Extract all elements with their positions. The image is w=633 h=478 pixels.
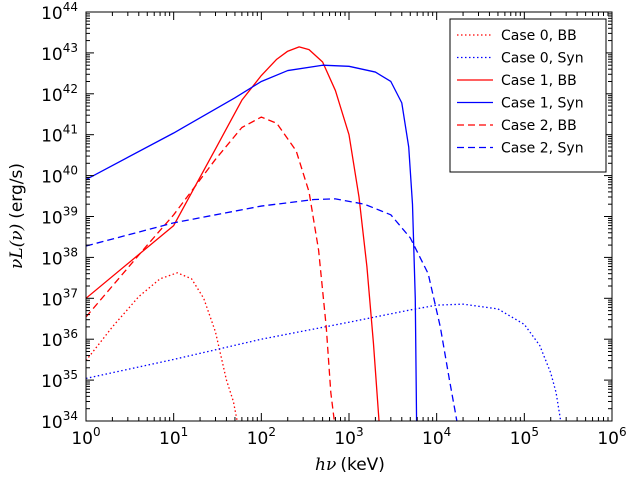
y-tick-label: 1042 [41,82,78,106]
legend-label: Case 2, Syn [501,141,584,157]
x-tick-label: 100 [71,425,100,449]
legend-label: Case 0, BB [501,28,577,44]
y-tick-label: 1036 [41,327,78,351]
y-tick-label: 1035 [41,368,78,392]
x-tick-label: 101 [159,425,188,449]
y-tick-label: 1039 [41,205,78,229]
series-layer [86,46,562,421]
y-tick-label: 1041 [41,123,78,147]
x-tick-label: 104 [422,425,451,449]
y-tick-label: 1044 [41,0,78,24]
series-line-2 [86,46,380,421]
series-line-3 [86,64,418,421]
y-tick-label: 1038 [41,245,78,269]
x-tick-label: 106 [597,425,626,449]
y-tick-label: 1043 [41,41,78,65]
series-line-0 [86,272,238,421]
x-axis-label: hν (keV) [315,455,385,475]
legend-box [449,18,607,173]
series-line-1 [86,303,562,421]
y-tick-label: 1034 [41,409,78,433]
y-tick-labels: 1034 1035 1036 1037 1038 1039 1040 1041 1042 1043… [41,0,78,433]
x-tick-label: 105 [510,425,539,449]
legend-label: Case 1, Syn [501,96,584,112]
axis-ticks [85,11,613,422]
x-tick-label: 102 [247,425,276,449]
legend: Case 0, BB Case 0, Syn Case 1, BB Case 1, S… [449,18,607,173]
y-tick-label: 1040 [41,164,78,188]
series-line-5 [86,198,458,421]
y-tick-label: 1037 [41,286,78,310]
legend-label: Case 1, BB [501,73,577,89]
legend-label: Case 0, Syn [501,51,584,67]
x-tick-label: 103 [334,425,363,449]
y-axis-label: νL(ν)(erg/s) [7,163,27,269]
legend-label: Case 2, BB [501,118,577,134]
series-line-4 [86,116,335,421]
x-tick-labels: 100 101 102 103 104 105 106 [71,425,626,449]
